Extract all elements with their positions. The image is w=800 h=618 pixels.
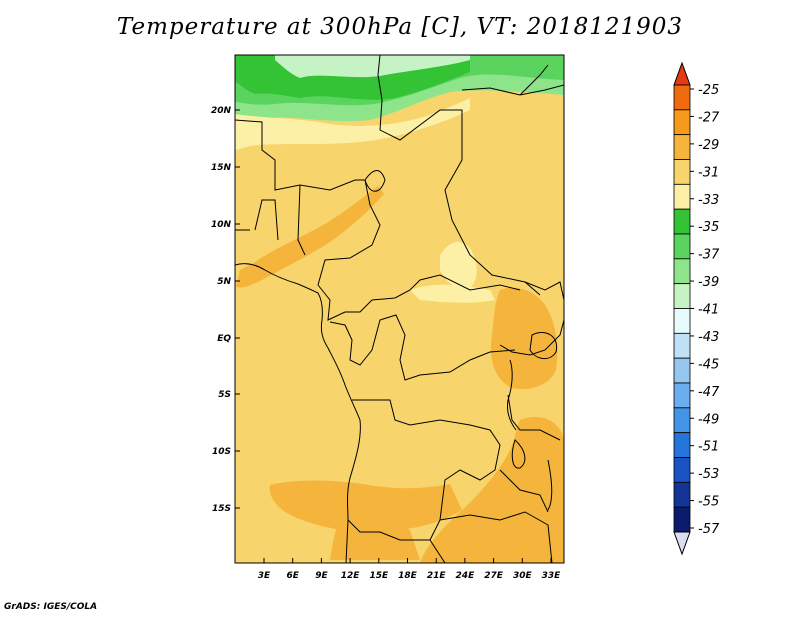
colorbar-label: -41 xyxy=(698,303,719,318)
lat-label: 15N xyxy=(211,163,232,173)
colorbar-box xyxy=(673,233,691,260)
lat-label: 10N xyxy=(211,220,232,230)
colorbar-box xyxy=(673,457,691,483)
temperature-field xyxy=(235,55,564,563)
country-borders xyxy=(235,55,564,563)
map-frame xyxy=(234,54,565,564)
colorbar-box xyxy=(673,134,691,160)
lon-label: 27E xyxy=(484,571,504,581)
lon-label: 3E xyxy=(258,571,271,581)
longitude-axis: 3E 6E 9E 12E 15E 18E 21E 24E 27E 30E 33E xyxy=(258,558,561,581)
coastline xyxy=(235,263,361,563)
colorbar-box xyxy=(673,258,691,285)
colorbar-label: -27 xyxy=(698,110,720,125)
chart-title: Temperature at 300hPa [C], VT: 201812190… xyxy=(116,14,684,40)
field-warm-patch-south xyxy=(269,480,462,533)
lat-label: EQ xyxy=(217,334,231,344)
latitude-axis: 20N 15N 10N 5N EQ 5S 10S 15S xyxy=(211,106,240,514)
lon-label: 15E xyxy=(369,571,389,581)
border-west-africa xyxy=(235,119,381,286)
border-southern xyxy=(429,469,553,563)
lat-label: 10S xyxy=(212,447,231,457)
lat-label: 15S xyxy=(212,504,231,514)
colorbar-label: -43 xyxy=(698,330,719,345)
colorbar-box xyxy=(673,208,691,235)
colorbar-box xyxy=(673,357,691,384)
border-lake-chad xyxy=(364,170,386,192)
border-central xyxy=(317,274,521,321)
colorbar-label: -49 xyxy=(698,412,719,427)
lat-label: 5N xyxy=(217,277,231,287)
lon-label: 33E xyxy=(542,571,562,581)
lat-label: 5S xyxy=(218,390,231,400)
lake-tanganyika xyxy=(511,439,526,469)
field-band-green-pale xyxy=(275,55,470,78)
colorbar-box xyxy=(673,109,691,136)
lat-label: 20N xyxy=(211,106,232,116)
colorbar-box xyxy=(673,183,691,210)
lon-label: 9E xyxy=(315,571,328,581)
colorbar-box xyxy=(673,283,691,309)
border-coast-states xyxy=(235,184,306,256)
lon-label: 30E xyxy=(513,571,533,581)
border-great-lakes xyxy=(507,359,517,431)
colorbar-label: -57 xyxy=(698,522,720,537)
field-cool-patch xyxy=(235,98,470,150)
colorbar-box xyxy=(673,506,691,533)
grads-credit: GrADS: IGES/COLA xyxy=(4,602,98,612)
colorbar: -25 -27 -29 -31 -33 -35 -37 -39 -41 -43 -45 -47 -49 -… xyxy=(673,61,720,556)
field-warm-patch-southwest xyxy=(330,518,420,560)
colorbar-label: -51 xyxy=(698,440,719,455)
colorbar-box xyxy=(673,382,691,409)
colorbar-box xyxy=(673,308,691,334)
colorbar-label: -31 xyxy=(698,165,719,180)
lake-malawi xyxy=(547,459,553,511)
colorbar-label: -35 xyxy=(698,220,719,235)
border-east-africa xyxy=(499,281,564,441)
colorbar-box xyxy=(673,407,691,434)
colorbar-label: -47 xyxy=(698,385,720,400)
lon-label: 12E xyxy=(341,571,361,581)
colorbar-label: -33 xyxy=(698,193,719,208)
colorbar-label: -29 xyxy=(698,138,719,153)
border-sudan xyxy=(461,64,564,96)
colorbar-label: -25 xyxy=(698,83,719,98)
colorbar-box xyxy=(673,84,691,111)
colorbar-label: -39 xyxy=(698,275,719,290)
lon-label: 24E xyxy=(456,571,476,581)
border-congo-drc xyxy=(329,314,516,381)
field-warm-ridge-west xyxy=(236,186,384,288)
colorbar-top-arrow xyxy=(673,61,691,86)
colorbar-box xyxy=(673,432,691,458)
colorbar-label: -55 xyxy=(698,495,719,510)
lake-victoria xyxy=(529,331,558,359)
field-warm-patch-east xyxy=(490,287,558,390)
lon-label: 6E xyxy=(286,571,299,581)
colorbar-bottom-arrow xyxy=(673,531,691,556)
field-warm-patch-southeast xyxy=(420,416,564,563)
colorbar-box xyxy=(673,159,691,185)
border-drc-south xyxy=(347,399,501,541)
field-cool-patch-central xyxy=(440,241,477,289)
colorbar-label: -53 xyxy=(698,467,719,482)
border-north xyxy=(377,55,541,296)
colorbar-label: -37 xyxy=(698,248,720,263)
lon-label: 21E xyxy=(427,571,447,581)
lon-label: 18E xyxy=(398,571,418,581)
colorbar-box xyxy=(673,332,691,359)
colorbar-label: -45 xyxy=(698,357,719,372)
colorbar-box xyxy=(673,481,691,508)
